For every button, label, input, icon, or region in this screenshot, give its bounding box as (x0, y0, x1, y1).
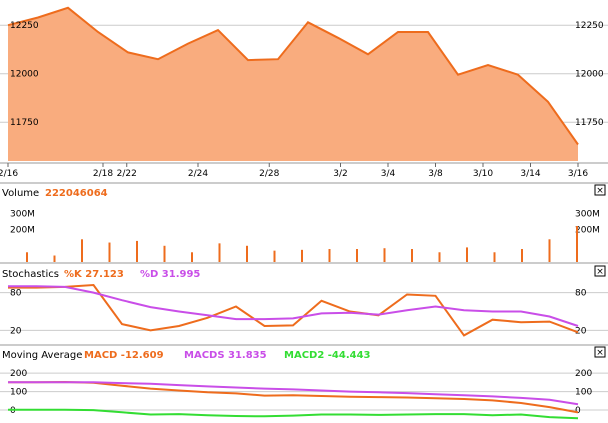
volume-y-tick-left: 300M (10, 209, 35, 219)
volume-bar (53, 255, 56, 262)
date-tick-label: 3/10 (473, 169, 493, 179)
date-tick-label: 3/8 (428, 169, 443, 179)
volume-y-tick-left: 200M (10, 226, 35, 236)
price-area (8, 7, 578, 161)
macds-label: MACDS 31.835 (184, 350, 267, 361)
close-icon[interactable]: × (596, 348, 604, 358)
volume-bar (466, 247, 468, 262)
stochastics-y-tick-right: 80 (575, 289, 587, 299)
date-tick-label: 2/28 (259, 169, 279, 179)
volume-bar (273, 250, 276, 262)
volume-title: Volume (2, 188, 39, 199)
date-tick-label: 3/16 (568, 169, 588, 179)
moving-average-y-tick-right: 200 (575, 369, 592, 379)
stochastics-title: Stochastics (2, 269, 59, 280)
volume-bar (81, 239, 83, 262)
volume-bar (576, 226, 578, 262)
moving-average-y-tick-right: 0 (575, 406, 581, 416)
stochastics-k-line (8, 283, 579, 337)
macd-line (8, 380, 579, 414)
volume-bar (438, 252, 441, 262)
stochastics-k-label: %K 27.123 (64, 269, 124, 280)
close-icon[interactable]: × (596, 186, 604, 196)
price-y-tick-right: 12250 (575, 21, 604, 31)
stochastics-y-tick-left: 80 (10, 289, 22, 299)
moving-average-y-tick-left: 0 (10, 406, 16, 416)
volume-bar (383, 248, 386, 262)
date-tick-label: 3/2 (333, 169, 347, 179)
stochastics-d-label: %D 31.995 (140, 269, 200, 280)
close-icon (594, 265, 606, 277)
stochastics-y-tick-right: 20 (575, 326, 587, 336)
volume-bar (191, 252, 193, 262)
date-tick-label: 2/22 (117, 169, 137, 179)
volume-bar (136, 240, 138, 262)
close-icon (594, 346, 606, 358)
volume-bar (521, 249, 523, 262)
moving-average-y-tick-left: 100 (10, 388, 27, 398)
volume-y-tick-right: 200M (575, 226, 600, 236)
volume-bar (108, 242, 111, 262)
price-y-tick-left: 12000 (10, 70, 39, 80)
price-y-tick-right: 11750 (575, 118, 604, 128)
price-y-tick-left: 11750 (10, 118, 39, 128)
date-tick-label: 3/4 (381, 169, 396, 179)
close-icon (594, 184, 606, 196)
volume-y-tick-right: 300M (575, 209, 600, 219)
volume-bar (356, 249, 358, 262)
volume-bar (246, 245, 248, 262)
volume-bar (301, 249, 303, 262)
macd2-line (8, 408, 579, 420)
volume-bar (163, 245, 166, 262)
price-y-tick-right: 12000 (575, 70, 604, 80)
date-tick-label: 3/14 (520, 169, 540, 179)
macds-line (8, 381, 579, 406)
price-line (7, 6, 579, 146)
macd2-label: MACD2 -44.443 (284, 350, 371, 361)
date-tick-label: 2/24 (188, 169, 208, 179)
date-tick-label: 2/16 (0, 169, 18, 179)
stochastics-y-tick-left: 20 (10, 326, 22, 336)
date-tick-label: 2/18 (93, 169, 113, 179)
volume-value: 222046064 (45, 188, 108, 199)
volume-bar (411, 249, 413, 262)
volume-bar (26, 252, 28, 262)
volume-bar (493, 252, 496, 262)
moving-average-y-tick-left: 200 (10, 369, 27, 379)
moving-average-title: Moving Average (2, 350, 82, 361)
volume-bar (548, 239, 551, 262)
macd-label: MACD -12.609 (84, 350, 164, 361)
volume-bar (328, 249, 331, 262)
moving-average-y-tick-right: 100 (575, 388, 592, 398)
stochastics-d-line (8, 285, 579, 327)
price-y-tick-left: 12250 (10, 21, 39, 31)
volume-bar (218, 243, 221, 262)
close-icon[interactable]: × (596, 267, 604, 277)
